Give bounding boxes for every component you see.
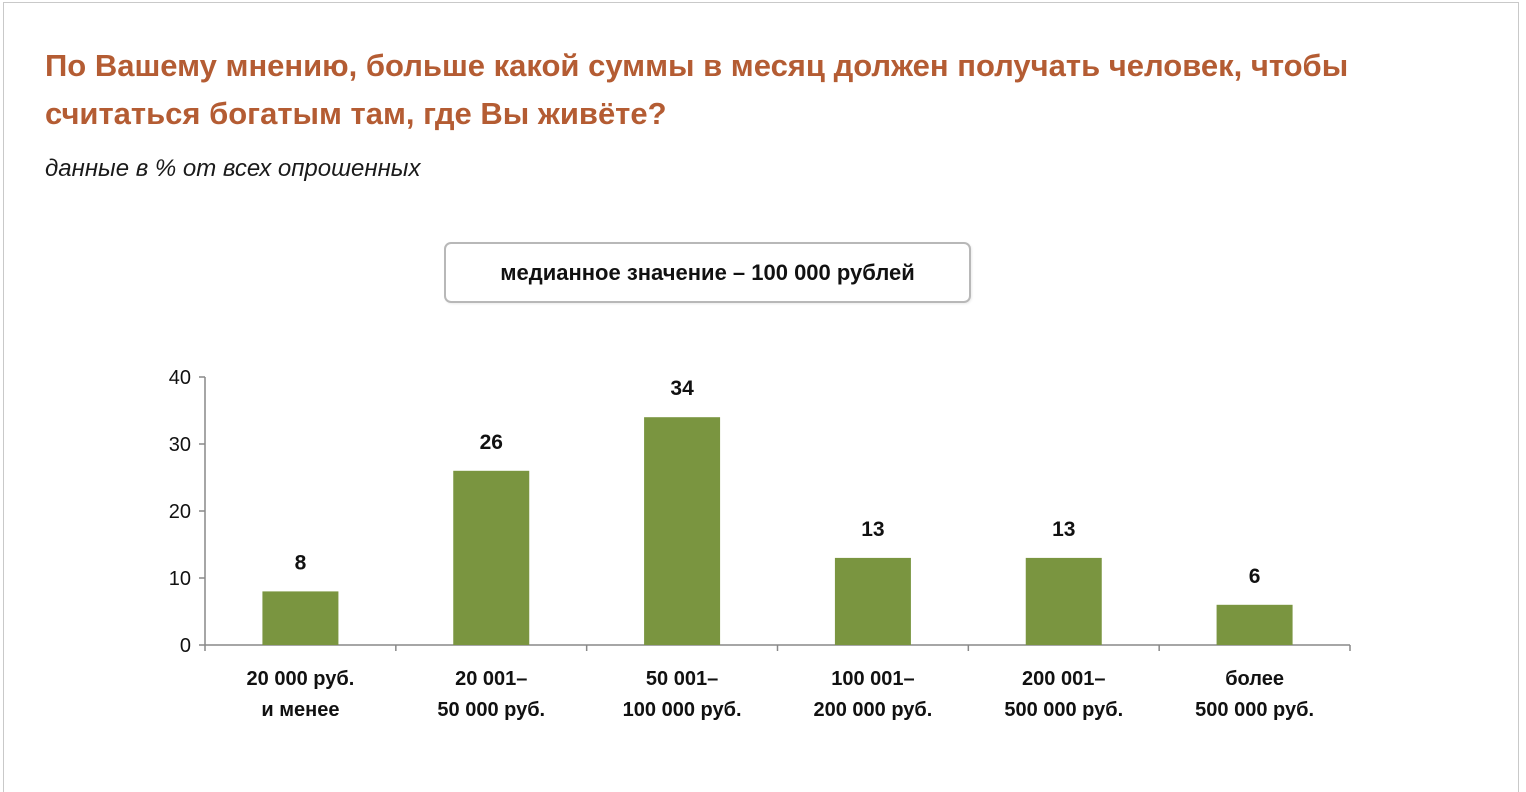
- x-tick-label: 200 001–: [1022, 668, 1105, 690]
- x-tick-label: 50 001–: [646, 668, 718, 690]
- data-label: 34: [670, 377, 694, 400]
- data-label: 13: [861, 518, 884, 541]
- x-tick-label: более: [1225, 668, 1284, 690]
- bar: [834, 557, 911, 645]
- bar: [644, 417, 721, 645]
- bar: [453, 470, 530, 645]
- y-tick-label: 20: [169, 501, 191, 523]
- median-note-text: медианное значение – 100 000 рублей: [500, 259, 915, 285]
- x-tick-label: 500 000 руб.: [1195, 699, 1314, 721]
- bar: [1025, 557, 1102, 645]
- x-tick-label: и менее: [261, 699, 339, 721]
- chart-subtitle: данные в % от всех опрошенных: [45, 155, 421, 182]
- y-tick-label: 10: [169, 568, 191, 590]
- x-tick-label: 100 001–: [831, 668, 914, 690]
- page-title: По Вашему мнению, больше какой суммы в м…: [45, 48, 1349, 131]
- x-tick-label: 50 000 руб.: [437, 699, 545, 721]
- x-tick-label: 500 000 руб.: [1004, 699, 1123, 721]
- data-label: 8: [295, 551, 307, 574]
- slide-frame: [3, 2, 1519, 792]
- data-label: 26: [480, 431, 503, 454]
- bar: [1216, 604, 1293, 645]
- bar: [262, 591, 339, 645]
- y-tick-label: 40: [169, 367, 191, 389]
- x-tick-label: 100 000 руб.: [623, 699, 742, 721]
- data-label: 6: [1249, 565, 1261, 588]
- x-tick-label: 200 000 руб.: [813, 699, 932, 721]
- x-tick-label: 20 000 руб.: [247, 668, 355, 690]
- data-label: 13: [1052, 518, 1075, 541]
- x-tick-label: 20 001–: [455, 668, 527, 690]
- y-tick-label: 30: [169, 434, 191, 456]
- y-tick-label: 0: [180, 635, 191, 657]
- median-note-box: медианное значение – 100 000 рублей: [444, 242, 971, 303]
